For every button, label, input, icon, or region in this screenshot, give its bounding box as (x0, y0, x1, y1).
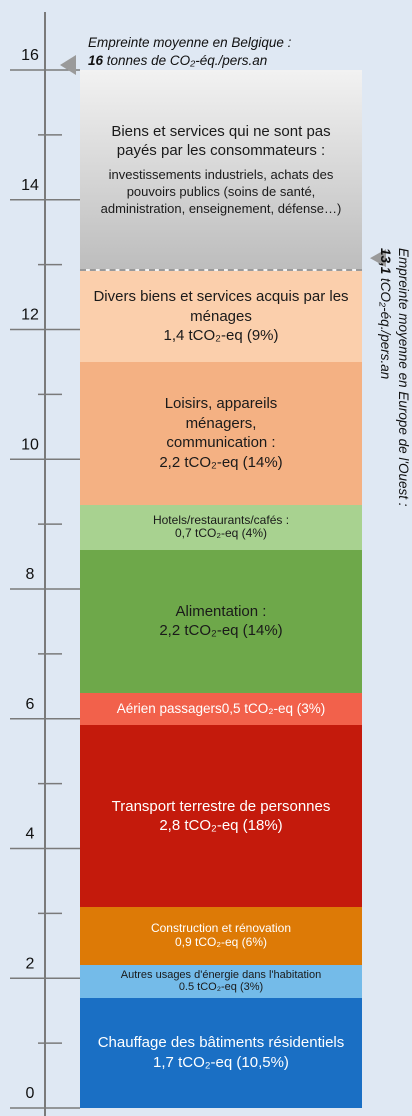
y-tick-label: 8 (26, 566, 35, 583)
bar-segment: Autres usages d'énergie dans l'habitatio… (80, 965, 362, 998)
bar-segment: Transport terrestre de personnes 2,8 tCO₂… (80, 725, 362, 907)
segment-name: Divers biens et services acquis par les … (93, 288, 349, 325)
bar-segment: Loisirs, appareils ménagers, communicati… (80, 361, 362, 505)
y-tick-label: 12 (21, 307, 39, 324)
segment-name: Chauffage des bâtiments résidentiels (97, 1034, 345, 1052)
segment-value-label: 0.5 tCO₂-eq (3%) (178, 981, 264, 994)
segment-name: Transport terrestre de personnes (111, 797, 331, 815)
segment-name: Construction et rénovation (150, 921, 292, 936)
marker (370, 249, 386, 268)
y-tick-label: 2 (26, 955, 35, 972)
annotation-value: 13,1 (378, 248, 394, 275)
annotation-text: Empreinte moyenne en Europe de l'Ouest : (396, 248, 411, 507)
segment-name: Autres usages d'énergie dans l'habitatio… (120, 969, 322, 982)
segment-name: Aérien passagers (116, 700, 222, 716)
annotation: Empreinte moyenne en Belgique : 16 tonnes… (88, 34, 291, 69)
segment-value-label: 1,4 tCO₂-eq (9%) (163, 327, 279, 345)
bar-segment: Construction et rénovation 0,9 tCO₂-eq (6… (80, 906, 362, 966)
segment-name: Alimentation : (175, 602, 267, 620)
segment-value-label: 2,2 tCO₂-eq (14%) (159, 622, 283, 640)
bar-segment: Aérien passagers 0,5 tCO₂-eq (3%) (80, 692, 362, 726)
marker (60, 55, 76, 75)
segment-value-label: 0,5 tCO₂-eq (3%) (221, 700, 326, 716)
y-tick-label: 10 (21, 436, 39, 453)
bar-segment: Divers biens et services acquis par les … (80, 271, 362, 362)
annotation-unit: tonnes de CO₂-éq./pers.an (103, 52, 268, 68)
annotation-value-line: 16 tonnes de CO₂-éq./pers.an (88, 52, 291, 70)
annotation-text: Empreinte moyenne en Belgique : (88, 35, 292, 50)
bar-segment: Chauffage des bâtiments résidentiels 1,7 … (80, 997, 362, 1108)
bar-segment: Alimentation : 2,2 tCO₂-eq (14%) (80, 550, 362, 693)
segment-value-label: 1,7 tCO₂-eq (10,5%) (153, 1053, 289, 1071)
annotation-value-line: 13,1 tCO₂-éq./pers.an (377, 248, 395, 506)
segment-name: Hotels/restaurants/cafés : (152, 512, 290, 527)
annotation-value: 16 (88, 52, 104, 68)
bar-segment: Hotels/restaurants/cafés :0,7 tCO₂-eq (4… (80, 504, 362, 551)
y-tick-label: 16 (21, 47, 39, 64)
y-tick-label: 6 (26, 696, 35, 713)
segment-name: Loisirs, appareils ménagers, communicati… (164, 395, 278, 452)
segment-value-label: investissements industriels, achats des … (100, 166, 342, 216)
annotation-unit: tCO₂-éq./pers.an (378, 274, 394, 380)
segment-value-label: 0,7 tCO₂-eq (4%) (174, 526, 268, 541)
segment-name: Biens et services qui ne sont pas payés … (111, 122, 331, 160)
y-tick-label: 0 (26, 1085, 35, 1102)
annotation: Empreinte moyenne en Europe de l'Ouest :… (377, 248, 412, 506)
segment-value-label: 0,9 tCO₂-eq (6%) (174, 935, 268, 950)
y-tick-label: 14 (21, 177, 39, 194)
y-tick-label: 4 (26, 826, 35, 843)
segment-value-label: 2,2 tCO₂-eq (14%) (159, 453, 283, 471)
segment-value-label: 2,8 tCO₂-eq (18%) (159, 817, 283, 835)
bar-segment: Biens et services qui ne sont pas payés … (80, 70, 362, 272)
